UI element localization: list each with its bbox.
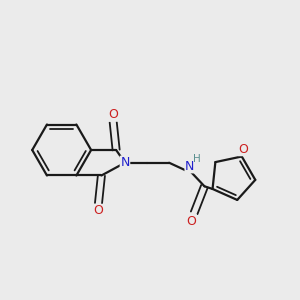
Text: H: H — [193, 154, 200, 164]
Text: O: O — [186, 214, 196, 227]
Text: O: O — [94, 204, 103, 217]
Text: N: N — [185, 160, 194, 173]
Text: O: O — [238, 142, 248, 156]
Text: O: O — [108, 108, 118, 121]
Text: N: N — [120, 156, 130, 169]
